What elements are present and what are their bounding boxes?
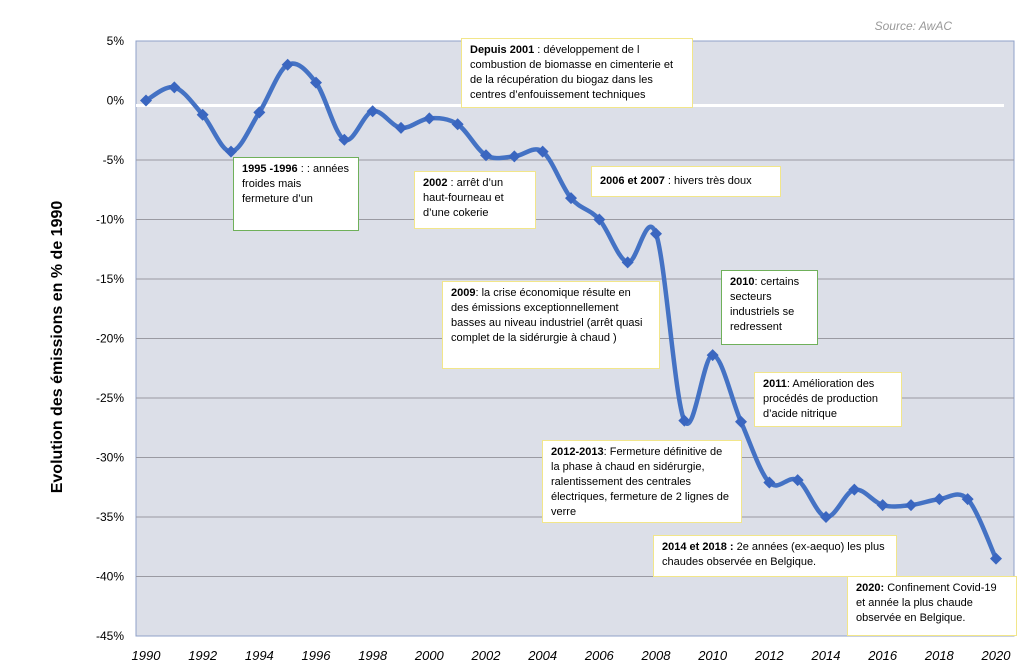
annotation-2002-bold: 2002 xyxy=(423,177,448,189)
annotation-2011: 2011: Amélioration des procédés de produ… xyxy=(754,372,902,427)
x-tick-label: 1990 xyxy=(132,648,162,663)
annotation-2001: Depuis 2001 : développement de l combust… xyxy=(461,38,693,108)
annotation-2009-bold: 2009 xyxy=(451,287,476,299)
annotation-2009-text: : la crise économique résulte en des émi… xyxy=(451,287,643,344)
data-point xyxy=(593,213,606,226)
data-point xyxy=(451,118,464,131)
data-point xyxy=(791,474,804,487)
data-point xyxy=(820,511,832,523)
annotation-2014: 2014 et 2018 : 2e années (ex-aequo) les … xyxy=(653,535,897,577)
data-point xyxy=(735,415,747,428)
data-point xyxy=(168,81,181,94)
x-tick-label: 2006 xyxy=(584,648,615,663)
annotation-2006-text: : hivers très doux xyxy=(664,175,752,187)
y-axis-label: Evolution des émissions en % de 1990 xyxy=(49,200,66,494)
source-label: Source: AwAC xyxy=(874,19,952,33)
data-point xyxy=(423,112,436,125)
x-tick-label: 1994 xyxy=(245,648,274,663)
x-tick-label: 2010 xyxy=(697,648,728,663)
annotation-2010-bold: 2010 xyxy=(730,276,755,288)
x-tick-label: 2012 xyxy=(754,648,785,663)
x-tick-label: 2020 xyxy=(981,648,1012,663)
annotation-2020-text: Confinement Covid-19 et année la plus ch… xyxy=(856,582,997,624)
x-tick-label: 2018 xyxy=(924,648,955,663)
data-point xyxy=(650,227,662,240)
y-tick-label: -40% xyxy=(96,570,124,584)
data-point xyxy=(905,499,917,512)
data-point xyxy=(338,133,351,146)
x-tick-label: 1996 xyxy=(302,648,332,663)
data-point xyxy=(763,476,776,489)
annotation-2009: 2009: la crise économique résulte en des… xyxy=(442,281,660,369)
annotation-2006-bold: 2006 et 2007 xyxy=(600,175,665,187)
y-tick-label: -25% xyxy=(96,391,124,405)
annotation-2010: 2010: certains secteurs industriels se r… xyxy=(721,270,818,345)
annotation-1995: 1995 -1996 : : années froides mais ferme… xyxy=(233,157,359,231)
data-point xyxy=(961,493,974,506)
annotation-2011-bold: 2011 xyxy=(763,378,787,390)
data-point xyxy=(621,256,634,269)
data-point xyxy=(565,192,577,205)
y-tick-label: 0% xyxy=(107,94,125,108)
annotation-2012-text: : Fermeture définitive de la phase à cha… xyxy=(551,446,729,518)
data-point xyxy=(310,76,322,89)
annotation-2012: 2012-2013: Fermeture définitive de la ph… xyxy=(542,440,742,523)
annotation-2014-text: 2e années (ex-aequo) les plus chaudes ob… xyxy=(662,541,885,568)
data-point xyxy=(366,105,379,118)
x-tick-label: 2002 xyxy=(471,648,502,663)
data-point xyxy=(140,94,152,107)
annotation-2001-text: : développement de l combustion de bioma… xyxy=(470,44,673,101)
annotation-1995-text: : : années froides mais fermeture d’un xyxy=(242,163,350,205)
data-point xyxy=(706,349,719,362)
x-tick-label: 2014 xyxy=(811,648,841,663)
annotation-2001-bold: Depuis 2001 xyxy=(470,44,535,56)
y-tick-label: -20% xyxy=(96,332,124,346)
x-axis-ticks: 1990 1992 1994 1996 1998 2000 2002 2004 2006 2008… xyxy=(132,648,1012,663)
data-point xyxy=(678,414,691,427)
x-tick-label: 2004 xyxy=(527,648,557,663)
annotation-2006: 2006 et 2007 : hivers très doux xyxy=(591,166,781,197)
data-point xyxy=(933,493,946,506)
data-point xyxy=(480,149,492,162)
data-point xyxy=(253,106,266,119)
x-tick-label: 1998 xyxy=(358,648,388,663)
y-tick-label: -30% xyxy=(96,451,124,465)
data-point xyxy=(281,58,294,71)
series-markers xyxy=(140,58,1002,565)
data-point xyxy=(848,483,861,496)
data-point xyxy=(225,145,237,158)
x-tick-label: 1992 xyxy=(188,648,218,663)
annotation-2014-bold: 2014 et 2018 : xyxy=(662,541,734,553)
annotation-2002: 2002 : arrêt d’un haut-fourneau et d’une… xyxy=(414,171,536,229)
annotation-2011-text: : Amélioration des procédés de productio… xyxy=(763,378,878,420)
y-axis-ticks: 5% 0% -5% -10% -15% -20% -25% -30% -35% -40% -45% xyxy=(96,34,124,643)
annotation-2002-text: : arrêt d’un haut-fourneau et d’une coke… xyxy=(423,177,504,219)
annotation-2020: 2020: Confinement Covid-19 et année la p… xyxy=(847,576,1017,636)
data-point xyxy=(536,145,549,158)
annotation-2012-bold: 2012-2013 xyxy=(551,446,604,458)
x-tick-label: 2016 xyxy=(867,648,898,663)
y-tick-label: -10% xyxy=(96,213,124,227)
annotation-1995-bold: 1995 -1996 xyxy=(242,163,298,175)
y-tick-label: -5% xyxy=(103,153,125,167)
data-point xyxy=(395,121,407,134)
annotation-2010-text: : certains secteurs industriels se redre… xyxy=(730,276,800,333)
y-tick-label: 5% xyxy=(107,34,125,48)
x-tick-label: 2008 xyxy=(641,648,672,663)
data-point xyxy=(508,150,521,163)
y-tick-label: -15% xyxy=(96,272,124,286)
annotation-2020-bold: 2020: xyxy=(856,582,885,594)
x-tick-label: 2000 xyxy=(414,648,445,663)
y-tick-label: -45% xyxy=(96,629,124,643)
y-tick-label: -35% xyxy=(96,510,124,524)
data-point xyxy=(876,499,889,512)
data-point xyxy=(990,552,1002,565)
data-point xyxy=(196,108,209,121)
